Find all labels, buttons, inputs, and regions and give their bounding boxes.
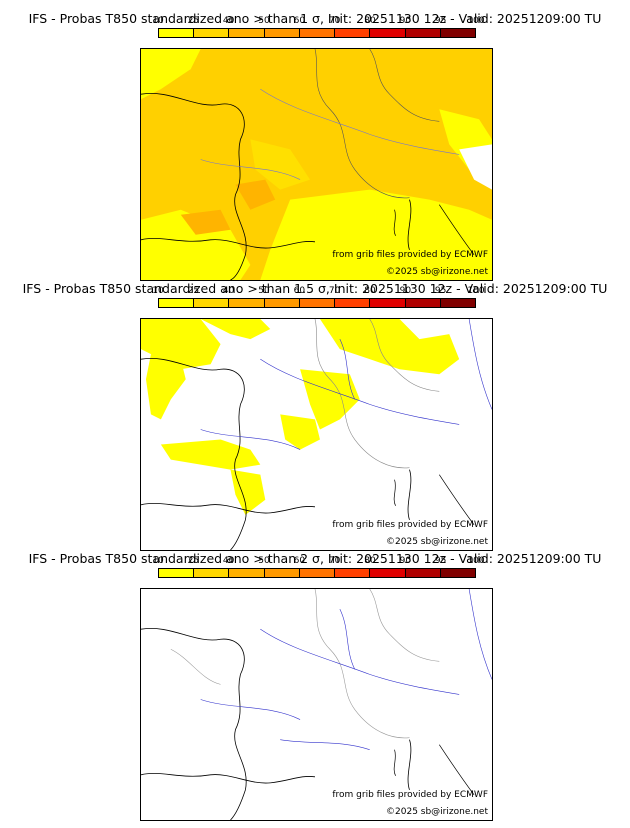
- colorbar-tick-label: 10: [152, 556, 164, 566]
- colorbar-tick-label: 80: [364, 556, 376, 566]
- panel-3: IFS - Probas T850 standardized ano > tha…: [0, 540, 630, 821]
- colorbar-tick-label: 80: [364, 286, 376, 296]
- colorbar-ticks: 10 25 40 50 60 70 80 90 95 100: [152, 556, 484, 568]
- colorbar-segment: [264, 29, 300, 37]
- colorbar-ticks: 10 25 40 50 60 70 80 90 95 100: [152, 286, 484, 298]
- colorbar-segment: [440, 299, 475, 307]
- colorbar-segment: [370, 569, 406, 577]
- colorbar-tick-label: 70: [328, 556, 341, 566]
- colorbar-segment: [335, 299, 371, 307]
- colorbar-tick-label: 90: [399, 16, 412, 26]
- colorbar-segment: [299, 569, 336, 577]
- colorbar-segment: [299, 299, 336, 307]
- credit-copyright: ©2025 sb@irizone.net: [386, 267, 488, 277]
- credit-source: from grib files provided by ECMWF: [332, 790, 488, 800]
- colorbar-tick-label: 50: [258, 556, 270, 566]
- colorbar: [158, 28, 476, 38]
- colorbar-tick-label: 95: [434, 16, 447, 26]
- colorbar-tick-label: 50: [258, 286, 270, 296]
- colorbar-tick-label: 60: [293, 286, 306, 296]
- colorbar: [158, 568, 476, 578]
- map-canvas: [141, 49, 492, 280]
- colorbar-segment: [264, 299, 300, 307]
- colorbar-segment: [405, 299, 441, 307]
- colorbar-tick-label: 60: [293, 16, 306, 26]
- colorbar-tick-label: 40: [222, 556, 235, 566]
- colorbar-segment: [440, 569, 475, 577]
- credit-source: from grib files provided by ECMWF: [332, 520, 488, 530]
- colorbar-ticks: 10 25 40 50 60 70 80 90 95 100: [152, 16, 484, 28]
- colorbar-tick-label: 90: [399, 286, 412, 296]
- colorbar-segment: [159, 569, 195, 577]
- colorbar: [158, 298, 476, 308]
- map-canvas: [141, 589, 492, 820]
- colorbar-tick-label: 90: [399, 556, 412, 566]
- colorbar-tick-label: 95: [434, 286, 447, 296]
- map-2sigma: from grib files provided by ECMWF ©2025 …: [140, 588, 493, 821]
- colorbar-segment: [370, 29, 406, 37]
- colorbar-tick-label: 10: [152, 16, 164, 26]
- colorbar-tick-label: 25: [187, 286, 200, 296]
- colorbar-segment: [405, 29, 441, 37]
- panel-1: IFS - Probas T850 standardized ano > tha…: [0, 0, 630, 281]
- colorbar-segment: [405, 569, 441, 577]
- colorbar-segment: [229, 29, 265, 37]
- colorbar-tick-label: 100: [467, 16, 485, 26]
- credit-copyright: ©2025 sb@irizone.net: [386, 807, 488, 817]
- credit-source: from grib files provided by ECMWF: [332, 250, 488, 260]
- map-canvas: [141, 319, 492, 550]
- credit-copyright: ©2025 sb@irizone.net: [386, 537, 488, 547]
- colorbar-segment: [299, 29, 336, 37]
- colorbar-segment: [440, 29, 475, 37]
- colorbar-segment: [229, 299, 265, 307]
- colorbar-segment: [229, 569, 265, 577]
- colorbar-segment: [370, 299, 406, 307]
- colorbar-segment: [159, 29, 195, 37]
- colorbar-segment: [335, 29, 371, 37]
- colorbar-segment: [194, 569, 230, 577]
- colorbar-tick-label: 70: [328, 286, 341, 296]
- colorbar-tick-label: 25: [187, 556, 200, 566]
- colorbar-segment: [159, 299, 195, 307]
- colorbar-tick-label: 40: [222, 16, 235, 26]
- colorbar-segment: [194, 299, 230, 307]
- panel-2: IFS - Probas T850 standardized ano > tha…: [0, 270, 630, 551]
- colorbar-tick-label: 95: [434, 556, 447, 566]
- panel-title: IFS - Probas T850 standardized ano > tha…: [28, 551, 602, 566]
- colorbar-tick-label: 60: [293, 556, 306, 566]
- colorbar-tick-label: 40: [222, 286, 235, 296]
- colorbar-tick-label: 25: [187, 16, 200, 26]
- colorbar-segment: [194, 29, 230, 37]
- colorbar-tick-label: 70: [328, 16, 341, 26]
- panel-title: IFS - Probas T850 standardized ano > tha…: [22, 281, 608, 296]
- map-1sigma: from grib files provided by ECMWF ©2025 …: [140, 48, 493, 281]
- colorbar-tick-label: 100: [467, 286, 485, 296]
- panel-title: IFS - Probas T850 standardized ano > tha…: [28, 11, 602, 26]
- colorbar-tick-label: 10: [152, 286, 164, 296]
- colorbar-tick-label: 100: [467, 556, 485, 566]
- map-1-5sigma: from grib files provided by ECMWF ©2025 …: [140, 318, 493, 551]
- colorbar-segment: [264, 569, 300, 577]
- colorbar-tick-label: 50: [258, 16, 270, 26]
- colorbar-segment: [335, 569, 371, 577]
- colorbar-tick-label: 80: [364, 16, 376, 26]
